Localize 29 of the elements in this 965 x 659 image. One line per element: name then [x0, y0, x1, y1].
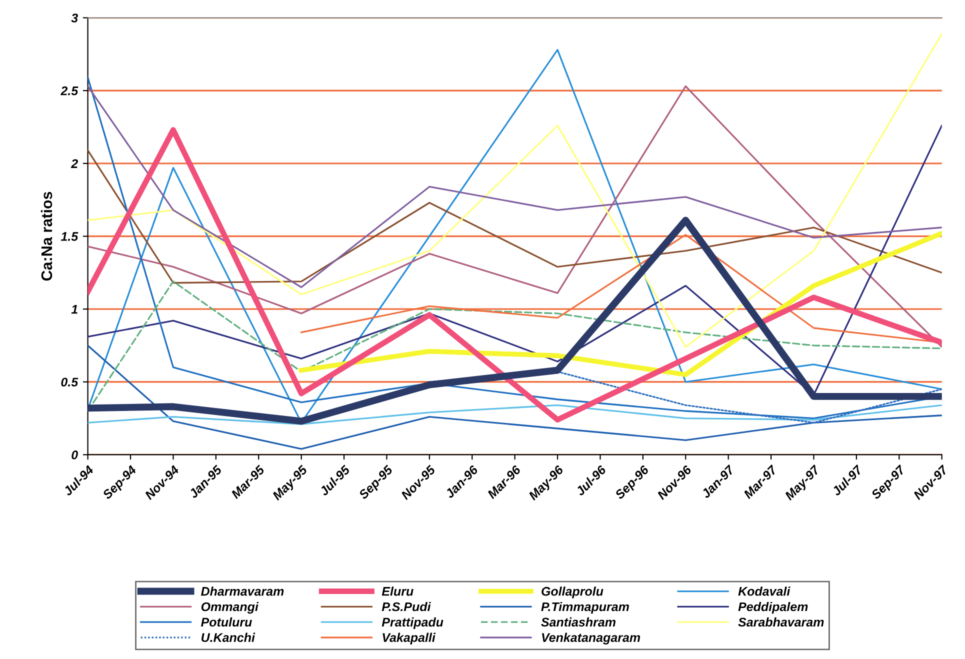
legend-label: Potuluru [201, 617, 252, 627]
y-tick-label: 2.5 [60, 86, 78, 96]
legend-label: P.Timmapuram [541, 602, 629, 614]
line-series [88, 404, 942, 425]
line-series [88, 149, 942, 284]
legend-label: Sarabhavaram [738, 617, 824, 627]
legend-label: U.Kanchi [202, 632, 256, 642]
legend-label: Gollaprolu [542, 586, 604, 598]
legend-label: Vakapalli [382, 632, 436, 644]
legend-label: Dharmavaram [201, 586, 284, 596]
legend-label: Venkatanagaram [542, 632, 640, 644]
legend-label: Eluru [382, 586, 414, 596]
y-tick-label: 0.5 [61, 378, 78, 387]
legend-label: Peddipalem [738, 602, 808, 614]
legend-label: Kodavali [738, 586, 790, 596]
line-series [88, 32, 942, 348]
legend-label: Prattipadu [382, 617, 444, 630]
y-tick-label: 2 [70, 159, 78, 168]
y-tick-label: 1 [71, 305, 78, 314]
legend-label: Ommangi [201, 602, 259, 614]
line-series [88, 344, 942, 450]
y-tick-label: 1.5 [60, 232, 78, 241]
y-tick-label: 0 [72, 450, 78, 460]
legend-label: Santiashram [541, 617, 616, 627]
line-series [88, 85, 942, 348]
y-axis-title: Ca:Na ratios [40, 192, 52, 281]
y-tick-label: 3 [71, 14, 78, 22]
legend-label: P.S.Pudi [382, 602, 431, 612]
line-series [88, 85, 942, 288]
